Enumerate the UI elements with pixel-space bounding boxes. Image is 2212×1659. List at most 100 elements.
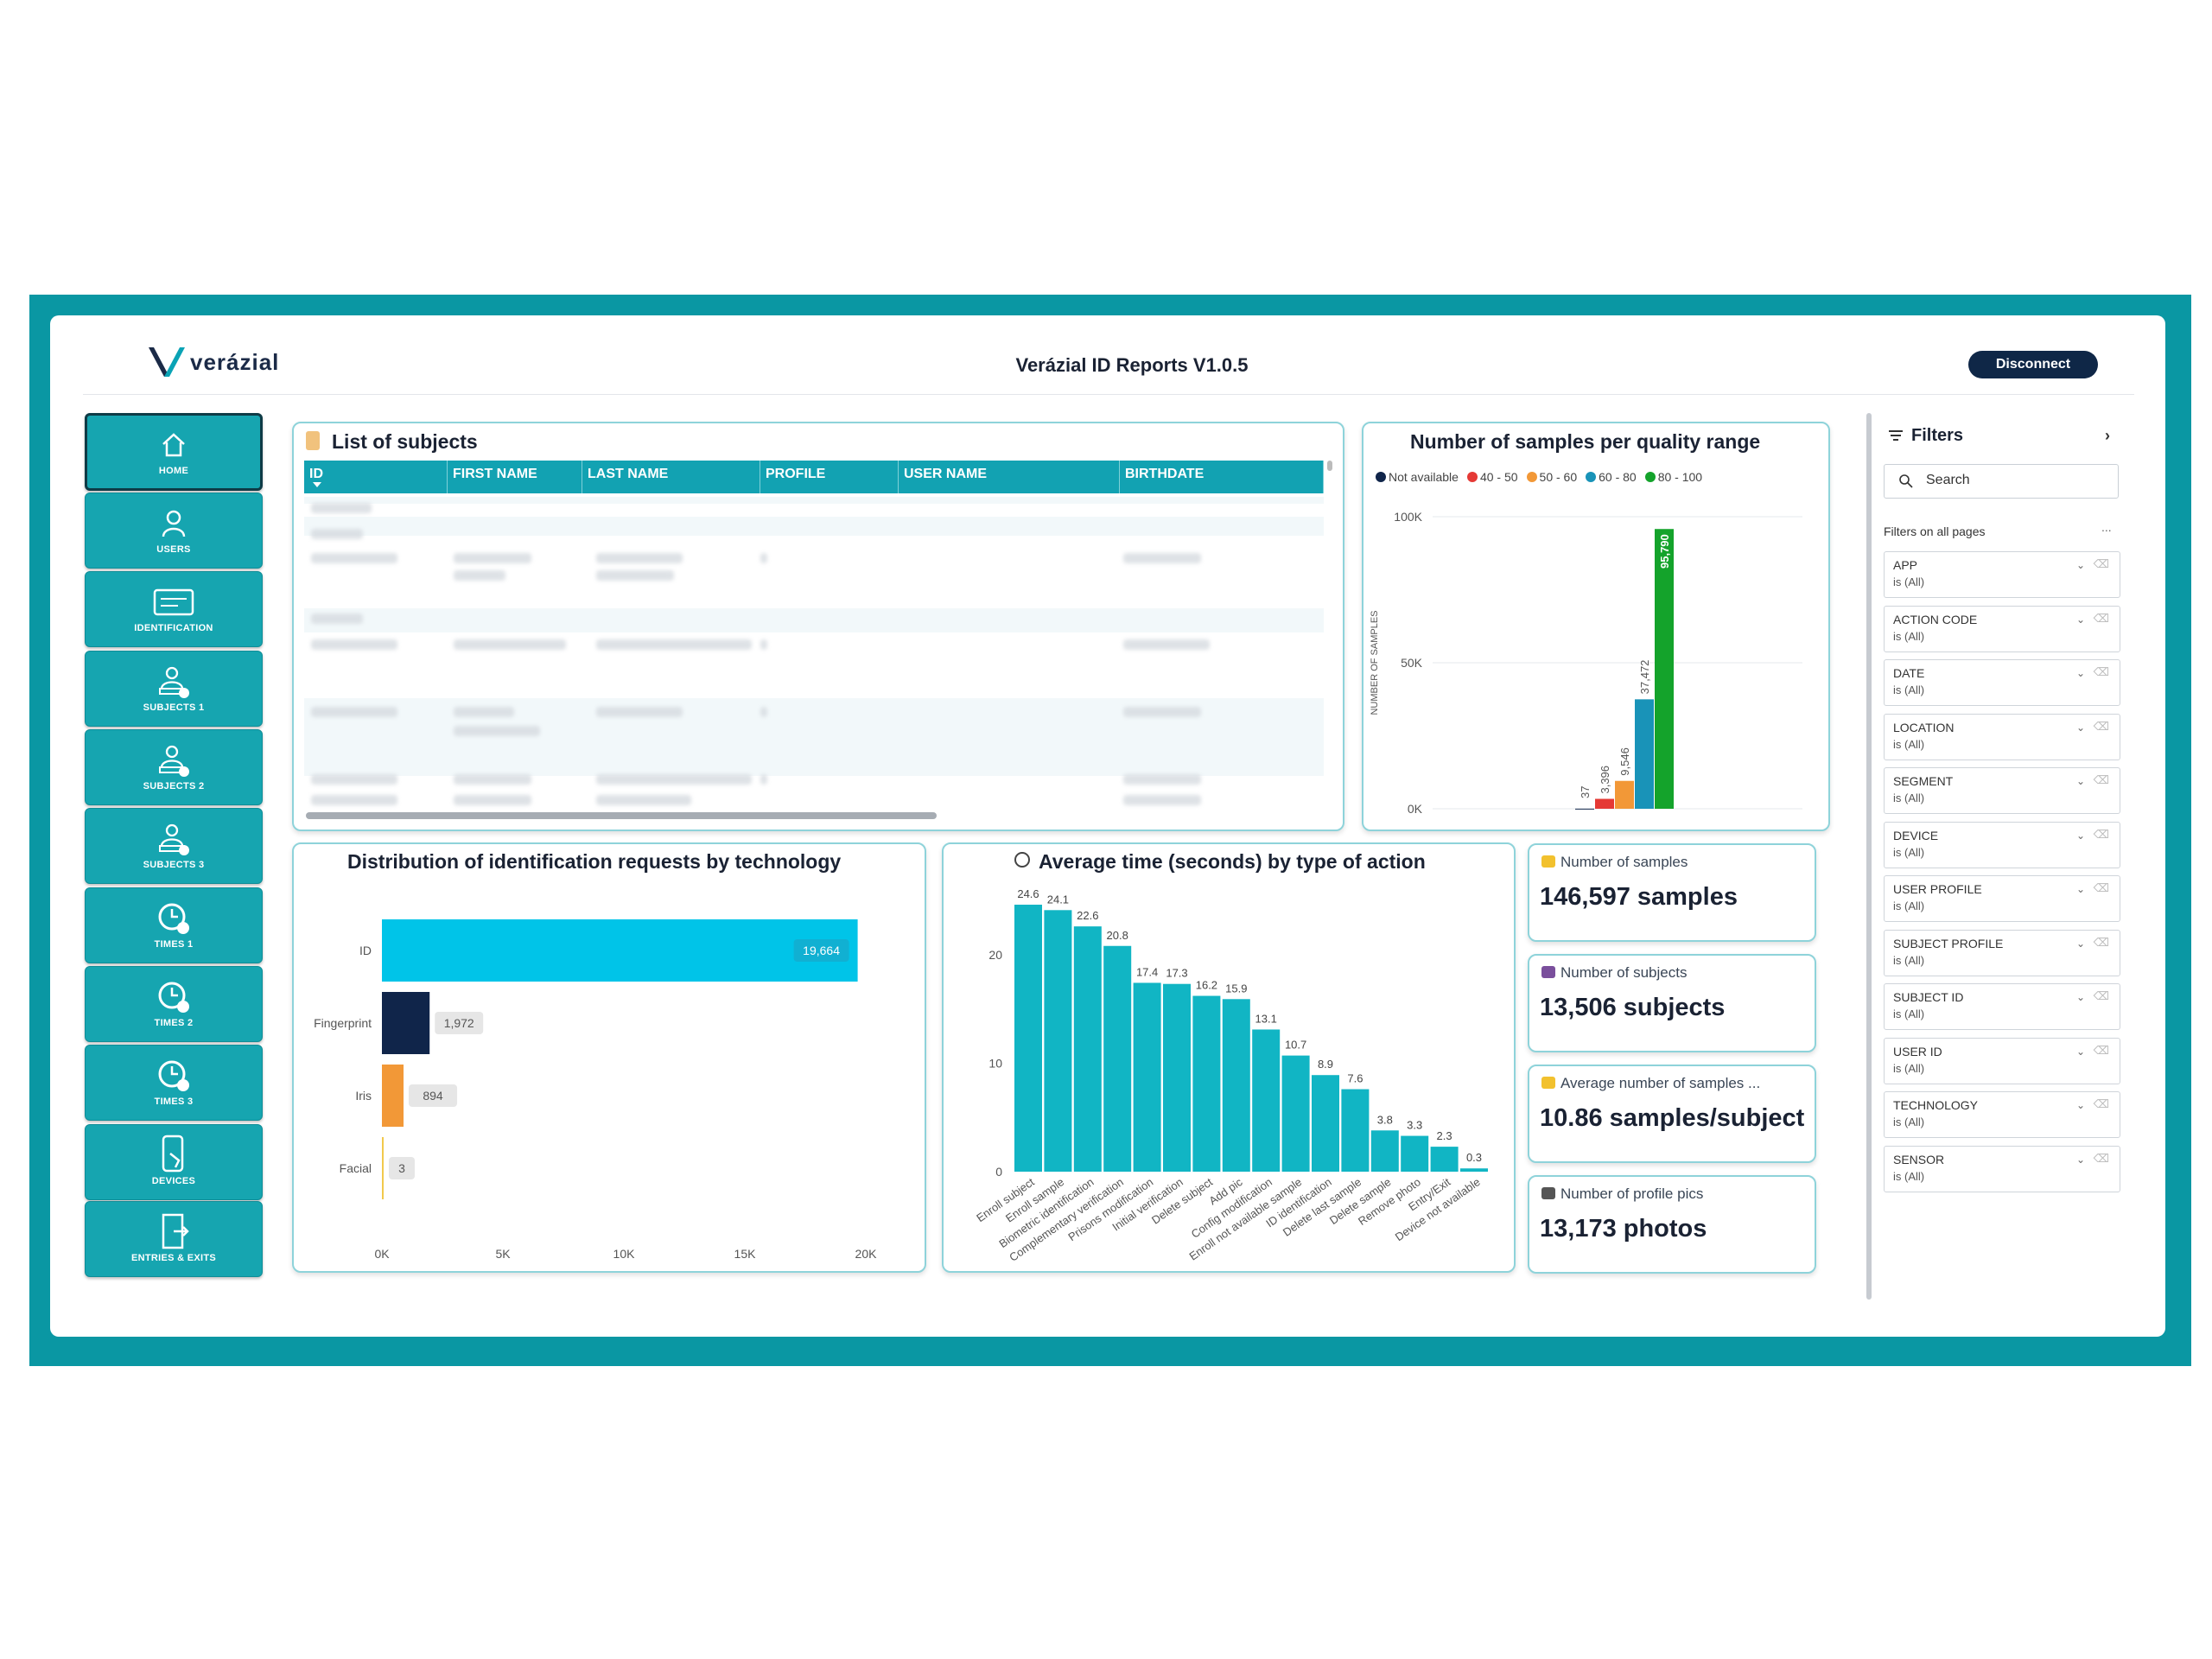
- column-header[interactable]: FIRST NAME: [448, 461, 582, 493]
- filter-name: USER ID: [1893, 1044, 1942, 1058]
- chevron-down-icon[interactable]: ⌄: [2075, 667, 2085, 679]
- eraser-icon[interactable]: ⌫: [2093, 1043, 2109, 1057]
- data-label-bg: [793, 939, 849, 962]
- eraser-icon[interactable]: ⌫: [2093, 665, 2109, 678]
- chevron-down-icon[interactable]: ⌄: [2075, 613, 2085, 626]
- legend-item[interactable]: 80 - 100: [1644, 470, 1702, 484]
- filter-card-technology[interactable]: TECHNOLOGY is (All) ⌄ ⌫: [1884, 1091, 2120, 1138]
- nav-subjects-2-button[interactable]: SUBJECTS 2: [85, 729, 263, 805]
- data-label-bg: [409, 1084, 458, 1107]
- filter-card-sensor[interactable]: SENSOR is (All) ⌄ ⌫: [1884, 1145, 2120, 1192]
- technology-chart-title: Distribution of identification requests …: [347, 850, 842, 873]
- kpi-value: 146,597 samples: [1540, 883, 1738, 911]
- chevron-down-icon[interactable]: ⌄: [2075, 1153, 2085, 1166]
- nav-times-3-button[interactable]: TIMES 3: [85, 1045, 263, 1121]
- chevron-down-icon[interactable]: ⌄: [2075, 1099, 2085, 1111]
- eraser-icon[interactable]: ⌫: [2093, 1151, 2109, 1165]
- column-header[interactable]: LAST NAME: [582, 461, 760, 493]
- collapse-filters-button[interactable]: ›: [2105, 427, 2110, 444]
- bar: [1281, 1055, 1310, 1172]
- bar: [382, 1137, 384, 1199]
- column-header[interactable]: PROFILE: [760, 461, 899, 493]
- nav-times-1-button[interactable]: TIMES 1: [85, 887, 263, 963]
- eraser-icon[interactable]: ⌫: [2093, 557, 2109, 570]
- eraser-icon[interactable]: ⌫: [2093, 611, 2109, 625]
- quality-chart-title: Number of samples per quality range: [1410, 430, 1761, 453]
- filter-card-subject-profile[interactable]: SUBJECT PROFILE is (All) ⌄ ⌫: [1884, 929, 2120, 976]
- nav-times-2-button[interactable]: TIMES 2: [85, 966, 263, 1042]
- y-tick-label: 0: [995, 1165, 1002, 1179]
- data-label: 0.3: [1466, 1151, 1482, 1164]
- category-label: Fingerprint: [314, 1016, 372, 1030]
- chevron-down-icon[interactable]: ⌄: [2075, 883, 2085, 895]
- scroll-icon: [306, 431, 320, 450]
- filter-search-input[interactable]: Search: [1884, 464, 2119, 499]
- chevron-down-icon[interactable]: ⌄: [2075, 721, 2085, 734]
- chevron-down-icon[interactable]: ⌄: [2075, 937, 2085, 950]
- nav-devices-button[interactable]: DEVICES: [85, 1124, 263, 1200]
- filter-card-location[interactable]: LOCATION is (All) ⌄ ⌫: [1884, 713, 2120, 760]
- legend-item[interactable]: Not available: [1376, 470, 1459, 484]
- chevron-down-icon[interactable]: ⌄: [2075, 775, 2085, 787]
- filter-card-date[interactable]: DATE is (All) ⌄ ⌫: [1884, 659, 2120, 706]
- eraser-icon[interactable]: ⌫: [2093, 935, 2109, 949]
- clock-icon: [156, 1058, 192, 1093]
- eraser-icon[interactable]: ⌫: [2093, 1097, 2109, 1110]
- filter-card-subject-id[interactable]: SUBJECT ID is (All) ⌄ ⌫: [1884, 983, 2120, 1030]
- filter-card-user-profile[interactable]: USER PROFILE is (All) ⌄ ⌫: [1884, 875, 2120, 922]
- table-header: ID FIRST NAME LAST NAME PROFILE USER NAME BIR…: [304, 461, 1324, 493]
- legend-item[interactable]: 60 - 80: [1586, 470, 1637, 484]
- column-header[interactable]: ID: [304, 461, 448, 493]
- more-options-icon[interactable]: ...: [2101, 520, 2112, 534]
- data-label: 16.2: [1196, 979, 1217, 992]
- chevron-down-icon[interactable]: ⌄: [2075, 991, 2085, 1003]
- eraser-icon[interactable]: ⌫: [2093, 881, 2109, 894]
- filter-card-user-id[interactable]: USER ID is (All) ⌄ ⌫: [1884, 1037, 2120, 1084]
- redacted-cell: [760, 553, 767, 563]
- column-header[interactable]: USER NAME: [899, 461, 1120, 493]
- redacted-cell: [1123, 774, 1201, 785]
- chevron-down-icon[interactable]: ⌄: [2075, 1045, 2085, 1058]
- bar: [1103, 945, 1132, 1172]
- table-scrollbar-h[interactable]: [306, 812, 937, 819]
- nav-subjects-3-button[interactable]: SUBJECTS 3: [85, 808, 263, 884]
- filter-value: is (All): [1893, 845, 1925, 859]
- nav-home-button[interactable]: HOME: [85, 413, 263, 491]
- nav-entries-exits-button[interactable]: ENTRIES & EXITS: [85, 1201, 263, 1277]
- eraser-icon[interactable]: ⌫: [2093, 773, 2109, 786]
- table-row: [304, 517, 1324, 536]
- eraser-icon[interactable]: ⌫: [2093, 827, 2109, 841]
- home-icon: [158, 428, 189, 462]
- filter-card-action-code[interactable]: ACTION CODE is (All) ⌄ ⌫: [1884, 605, 2120, 652]
- column-header[interactable]: BIRTHDATE: [1120, 461, 1324, 493]
- filter-card-device[interactable]: DEVICE is (All) ⌄ ⌫: [1884, 821, 2120, 868]
- filter-name: SEGMENT: [1893, 774, 1954, 788]
- legend-swatch: [1644, 472, 1656, 482]
- table-row: [304, 497, 1324, 504]
- table-scrollbar-v[interactable]: [1327, 461, 1332, 471]
- disconnect-button[interactable]: Disconnect: [1968, 351, 2098, 378]
- filter-card-app[interactable]: APP is (All) ⌄ ⌫: [1884, 551, 2120, 598]
- bar: [382, 919, 858, 982]
- bar: [1044, 910, 1072, 1172]
- filter-value: is (All): [1893, 1007, 1925, 1020]
- redacted-cell: [596, 707, 683, 717]
- nav-subjects-1-button[interactable]: SUBJECTS 1: [85, 651, 263, 727]
- nav-users-button[interactable]: USERS: [85, 493, 263, 569]
- kpi-card: [1528, 1065, 1816, 1163]
- nav-identification-button[interactable]: IDENTIFICATION: [85, 571, 263, 647]
- legend-item[interactable]: 50 - 60: [1526, 470, 1577, 484]
- legend-item[interactable]: 40 - 50: [1466, 470, 1518, 484]
- filter-pane-scrollbar[interactable]: [1866, 413, 1872, 1300]
- y-tick-label: 50K: [1401, 656, 1423, 670]
- eraser-icon[interactable]: ⌫: [2093, 719, 2109, 733]
- chevron-down-icon[interactable]: ⌄: [2075, 829, 2085, 842]
- filter-card-segment[interactable]: SEGMENT is (All) ⌄ ⌫: [1884, 767, 2120, 814]
- redacted-cell: [454, 774, 531, 785]
- logo-text: verázial: [190, 348, 280, 375]
- chevron-down-icon[interactable]: ⌄: [2075, 559, 2085, 571]
- subjects-table-title: List of subjects: [332, 430, 478, 453]
- redacted-cell: [1123, 707, 1201, 717]
- eraser-icon[interactable]: ⌫: [2093, 989, 2109, 1002]
- data-label: 894: [423, 1089, 443, 1103]
